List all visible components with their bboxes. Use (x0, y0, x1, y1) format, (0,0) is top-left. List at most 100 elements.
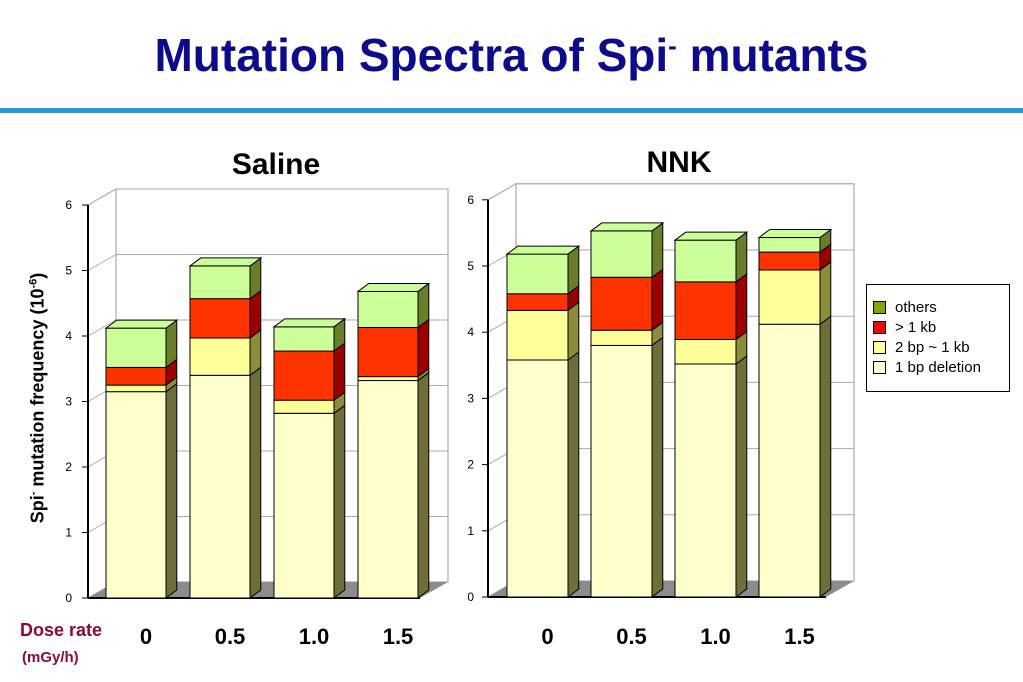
chart-panel-1: 0 1 2 3 4 5 6 NNK 0 0.5 1.0 1.5 (467, 146, 855, 649)
bar-segment (273, 412, 335, 599)
bar-top (104, 319, 179, 329)
bar-top (356, 282, 431, 292)
y-tick-label: 3 (467, 391, 474, 405)
bar-segment (758, 269, 821, 325)
y-tick-label: 0 (467, 590, 474, 604)
bar-segment (273, 350, 335, 401)
bar-segment-side (735, 354, 748, 598)
bar-segment (189, 298, 251, 339)
bar-segment-side (651, 221, 664, 279)
legend-label-2bp-1kb: 2 bp ~ 1 kb (895, 338, 970, 356)
bar-stack (188, 256, 263, 599)
bar-segment (590, 230, 653, 278)
bar-top (272, 318, 347, 328)
bar-segment-side (249, 366, 262, 599)
y-tick-label: 3 (65, 395, 72, 409)
bar-segment (506, 253, 569, 295)
legend-label-over-1kb: > 1 kb (895, 318, 937, 336)
y-tick-label: 2 (65, 460, 72, 474)
bar-segment (273, 326, 335, 352)
y-tick-label: 6 (467, 193, 474, 207)
bar-segment (590, 276, 653, 331)
bar-segment-side (165, 382, 178, 599)
y-axis-title-mid: mutation frequency (10 (27, 288, 48, 492)
bar-segment (189, 374, 251, 599)
gridline-side (87, 188, 117, 206)
bar-segment (758, 237, 821, 253)
bar-segment (506, 293, 569, 311)
bar-segment-side (417, 371, 430, 599)
x-category-label: 1.5 (383, 624, 414, 649)
bar-stack (272, 317, 347, 599)
bar-stack (104, 319, 179, 599)
bar-segment-side (735, 231, 748, 283)
x-category-label: 0 (140, 624, 152, 649)
legend-swatch-2bp-1kb (873, 340, 886, 354)
bar-segment-side (651, 268, 664, 332)
bar-segment-side (417, 318, 430, 378)
bar-top (673, 231, 749, 241)
panel-title: NNK (647, 146, 712, 179)
legend-item-over-1kb: > 1 kb (867, 317, 1009, 337)
y-axis-title-end: ) (27, 272, 48, 279)
bar-segment-side (819, 260, 832, 326)
bar-segment (273, 399, 335, 414)
gridline-side (487, 183, 517, 201)
bar-segment (357, 380, 419, 599)
x-category-label: 0 (541, 624, 553, 649)
bar-segment (105, 391, 167, 599)
y-tick-label: 5 (467, 259, 474, 273)
y-axis-title-sup: - (27, 491, 40, 496)
bar-segment (506, 309, 569, 361)
bar-segment (674, 363, 737, 598)
x-category-label: 0.5 (616, 624, 647, 649)
bar-segment (189, 337, 251, 376)
y-tick-label: 4 (65, 329, 72, 343)
bar-segment (105, 384, 167, 393)
bar-top (188, 257, 263, 267)
legend-label-1bp-deletion: 1 bp deletion (895, 358, 981, 376)
bar-segment (674, 281, 737, 340)
y-axis-title-exponent: -6 (27, 278, 40, 289)
bar-segment-side (333, 404, 346, 599)
bar-segment (357, 326, 419, 378)
gridline-side (87, 254, 117, 271)
x-category-label: 1.0 (299, 624, 330, 649)
slide-title-end: mutants (676, 29, 869, 81)
legend-item-others: others (867, 297, 1009, 317)
bar-top (757, 229, 833, 239)
bar-stack (757, 228, 833, 598)
legend-item-1bp-deletion: 1 bp deletion (867, 357, 1009, 377)
bar-segment-side (651, 336, 664, 598)
bar-segment (357, 290, 419, 328)
bar-segment (590, 329, 653, 346)
bar-segment (674, 338, 737, 365)
y-tick-label: 0 (65, 591, 72, 605)
bar-stack (589, 221, 665, 598)
slide-title: Mutation Spectra of Spi- mutants (0, 28, 1023, 82)
legend-swatch-over-1kb (873, 320, 886, 334)
bar-segment-side (735, 272, 748, 341)
bar-segment (189, 265, 251, 300)
x-category-label: 1.5 (784, 624, 815, 649)
bar-stack (673, 231, 749, 598)
y-tick-label: 1 (65, 526, 72, 540)
y-axis-title: Spi- mutation frequency (10-6) (28, 273, 49, 524)
bar-segment (590, 344, 653, 598)
slide-title-superscript: - (668, 30, 677, 61)
legend-item-2bp-1kb: 2 bp ~ 1 kb (867, 337, 1009, 357)
y-tick-label: 1 (467, 524, 474, 538)
bar-top (505, 245, 581, 255)
bar-stack (356, 282, 431, 599)
y-tick-label: 6 (65, 198, 72, 212)
legend-swatch-others (873, 300, 886, 314)
bar-segment (506, 359, 569, 598)
chart-panel-0: 0 1 2 3 4 5 6 Saline 0 0.5 1.0 1.5 (65, 148, 449, 649)
bar-top (589, 222, 665, 232)
bar-segment-side (567, 351, 580, 598)
bar-segment-side (819, 315, 832, 598)
bar-segment-side (333, 342, 346, 402)
y-tick-label: 5 (65, 264, 72, 278)
y-tick-label: 2 (467, 458, 474, 472)
